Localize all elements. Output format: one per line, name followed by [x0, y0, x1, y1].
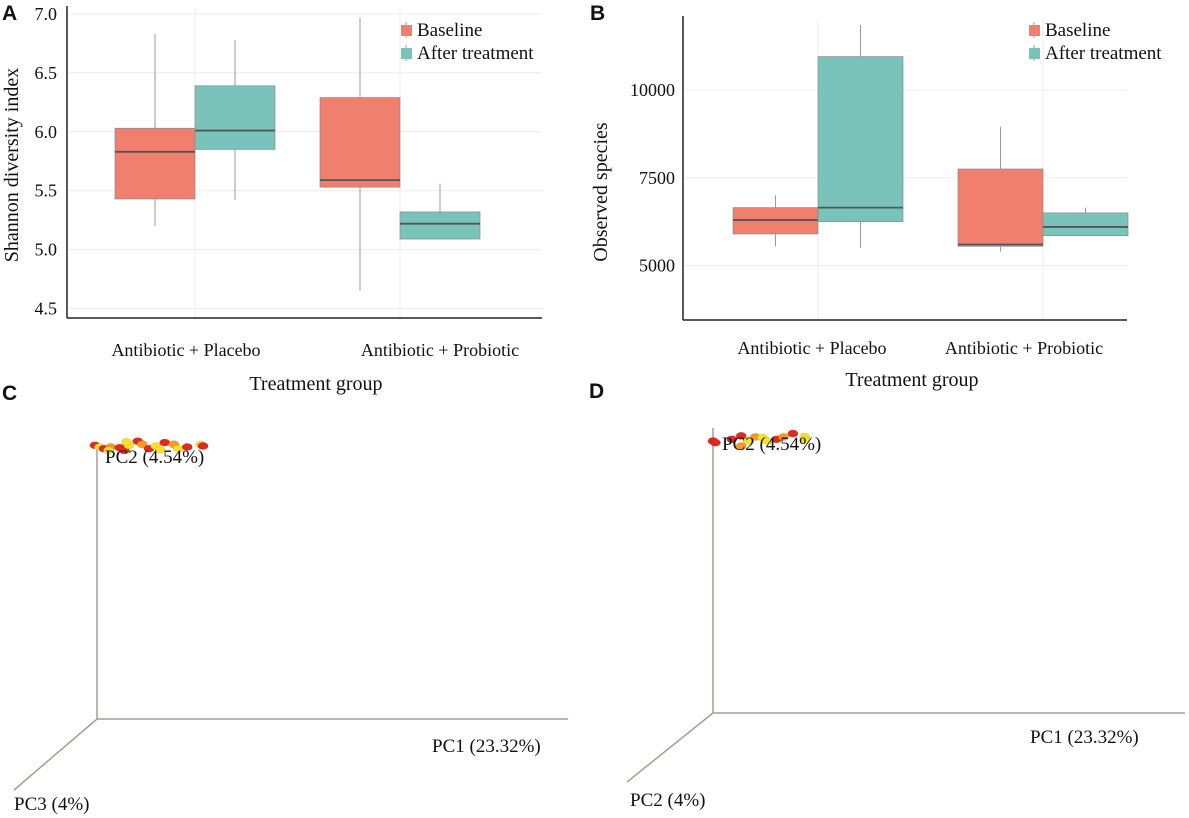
legend-key-swatch: [1029, 48, 1040, 59]
y-tick-label: 5.0: [35, 240, 58, 260]
sample-point: [778, 433, 789, 441]
panel-letter-b: B: [590, 2, 605, 25]
panel-b-y-axis-title: Observed species: [590, 122, 612, 262]
legend-entry: Baseline: [417, 20, 482, 41]
panel-c-y-axis-label: PC2 (4.54%): [105, 447, 204, 468]
y-tick-label: 5000: [639, 256, 675, 276]
panel-d-y-axis-label: PC2 (4.54%): [722, 434, 821, 455]
panel-a-boxes: [114, 17, 481, 291]
pc-z-axis-line: [13, 718, 98, 791]
sample-point: [159, 438, 171, 447]
x-category-label: Antibiotic + Placebo: [111, 340, 260, 360]
panel-d-points: [707, 429, 811, 450]
sample-point: [799, 436, 811, 444]
box-iqr: [319, 97, 401, 188]
box-iqr: [1042, 212, 1129, 237]
panel-d-x-axis-label: PC1 (23.32%): [1030, 727, 1139, 748]
box-iqr: [399, 211, 481, 240]
legend-key-swatch: [1029, 25, 1040, 36]
sample-point: [121, 438, 132, 446]
panel-b-y-ticks: 5000 7500 10000: [630, 80, 675, 276]
panel-a-y-ticks: 4.5 5.0 5.5 6.0 6.5 7.0: [35, 4, 58, 319]
box-iqr: [194, 85, 276, 150]
panel-letter-a: A: [2, 2, 17, 25]
panel-a-axes: [66, 6, 542, 319]
y-tick-label: 6.5: [35, 63, 58, 83]
panel-d-z-axis-label: PC2 (4%): [630, 790, 705, 811]
box-iqr: [114, 127, 196, 200]
sample-point: [787, 429, 799, 438]
panel-c-points: [89, 437, 209, 455]
y-tick-label: 7.0: [35, 4, 58, 24]
panel-a-y-axis-title: Shannon diversity index: [1, 68, 23, 262]
panel-a-boxplot: 4.55.05.56.06.57.0 Antibiotic + Placebo A…: [1, 4, 542, 395]
panel-letter-d: D: [589, 380, 604, 403]
pc-z-axis-line: [626, 712, 714, 783]
panel-d-axes: [626, 428, 1185, 783]
sample-point: [709, 438, 721, 447]
legend-entry: After treatment: [1045, 43, 1162, 64]
panel-c-axes: [13, 445, 568, 791]
panel-letter-c: C: [2, 382, 17, 405]
panel-a-x-axis-title: Treatment group: [249, 373, 382, 395]
box-iqr: [817, 56, 904, 223]
panel-b-axes: [682, 16, 1127, 321]
legend-entry: After treatment: [417, 43, 534, 64]
x-category-label: Antibiotic + Probiotic: [361, 340, 519, 360]
legend-key-swatch: [401, 48, 412, 59]
sample-point: [735, 432, 747, 440]
y-tick-label: 5.5: [35, 181, 58, 201]
panel-a-x-ticks: Antibiotic + Placebo Antibiotic + Probiot…: [111, 340, 519, 360]
panel-d-pcoa: PC2 (4.54%) PC1 (23.32%) PC2 (4%): [626, 428, 1185, 811]
panel-c-z-axis-label: PC3 (4%): [14, 794, 89, 815]
panel-c-x-axis-label: PC1 (23.32%): [432, 736, 541, 757]
y-tick-label: 6.0: [35, 122, 58, 142]
panel-b-x-ticks: Antibiotic + Placebo Antibiotic + Probiot…: [737, 338, 1103, 358]
sample-point: [136, 440, 148, 449]
y-tick-label: 10000: [630, 80, 675, 100]
legend-entry: Baseline: [1045, 20, 1110, 41]
sample-point: [181, 443, 193, 451]
x-category-label: Antibiotic + Probiotic: [945, 338, 1103, 358]
legend-key-swatch: [401, 25, 412, 36]
panel-c-pcoa: PC2 (4.54%) PC1 (23.32%) PC3 (4%): [13, 437, 568, 815]
box-iqr: [957, 168, 1044, 247]
panel-b-x-axis-title: Treatment group: [845, 369, 978, 391]
panel-b-boxes: [732, 25, 1129, 252]
x-category-label: Antibiotic + Placebo: [737, 338, 886, 358]
sample-point: [742, 437, 754, 445]
y-tick-label: 4.5: [35, 299, 58, 319]
sample-point: [197, 442, 209, 450]
sample-point: [726, 435, 738, 444]
y-tick-label: 7500: [639, 168, 675, 188]
sample-point: [154, 445, 166, 454]
sample-point: [735, 442, 747, 450]
sample-point: [103, 446, 114, 455]
